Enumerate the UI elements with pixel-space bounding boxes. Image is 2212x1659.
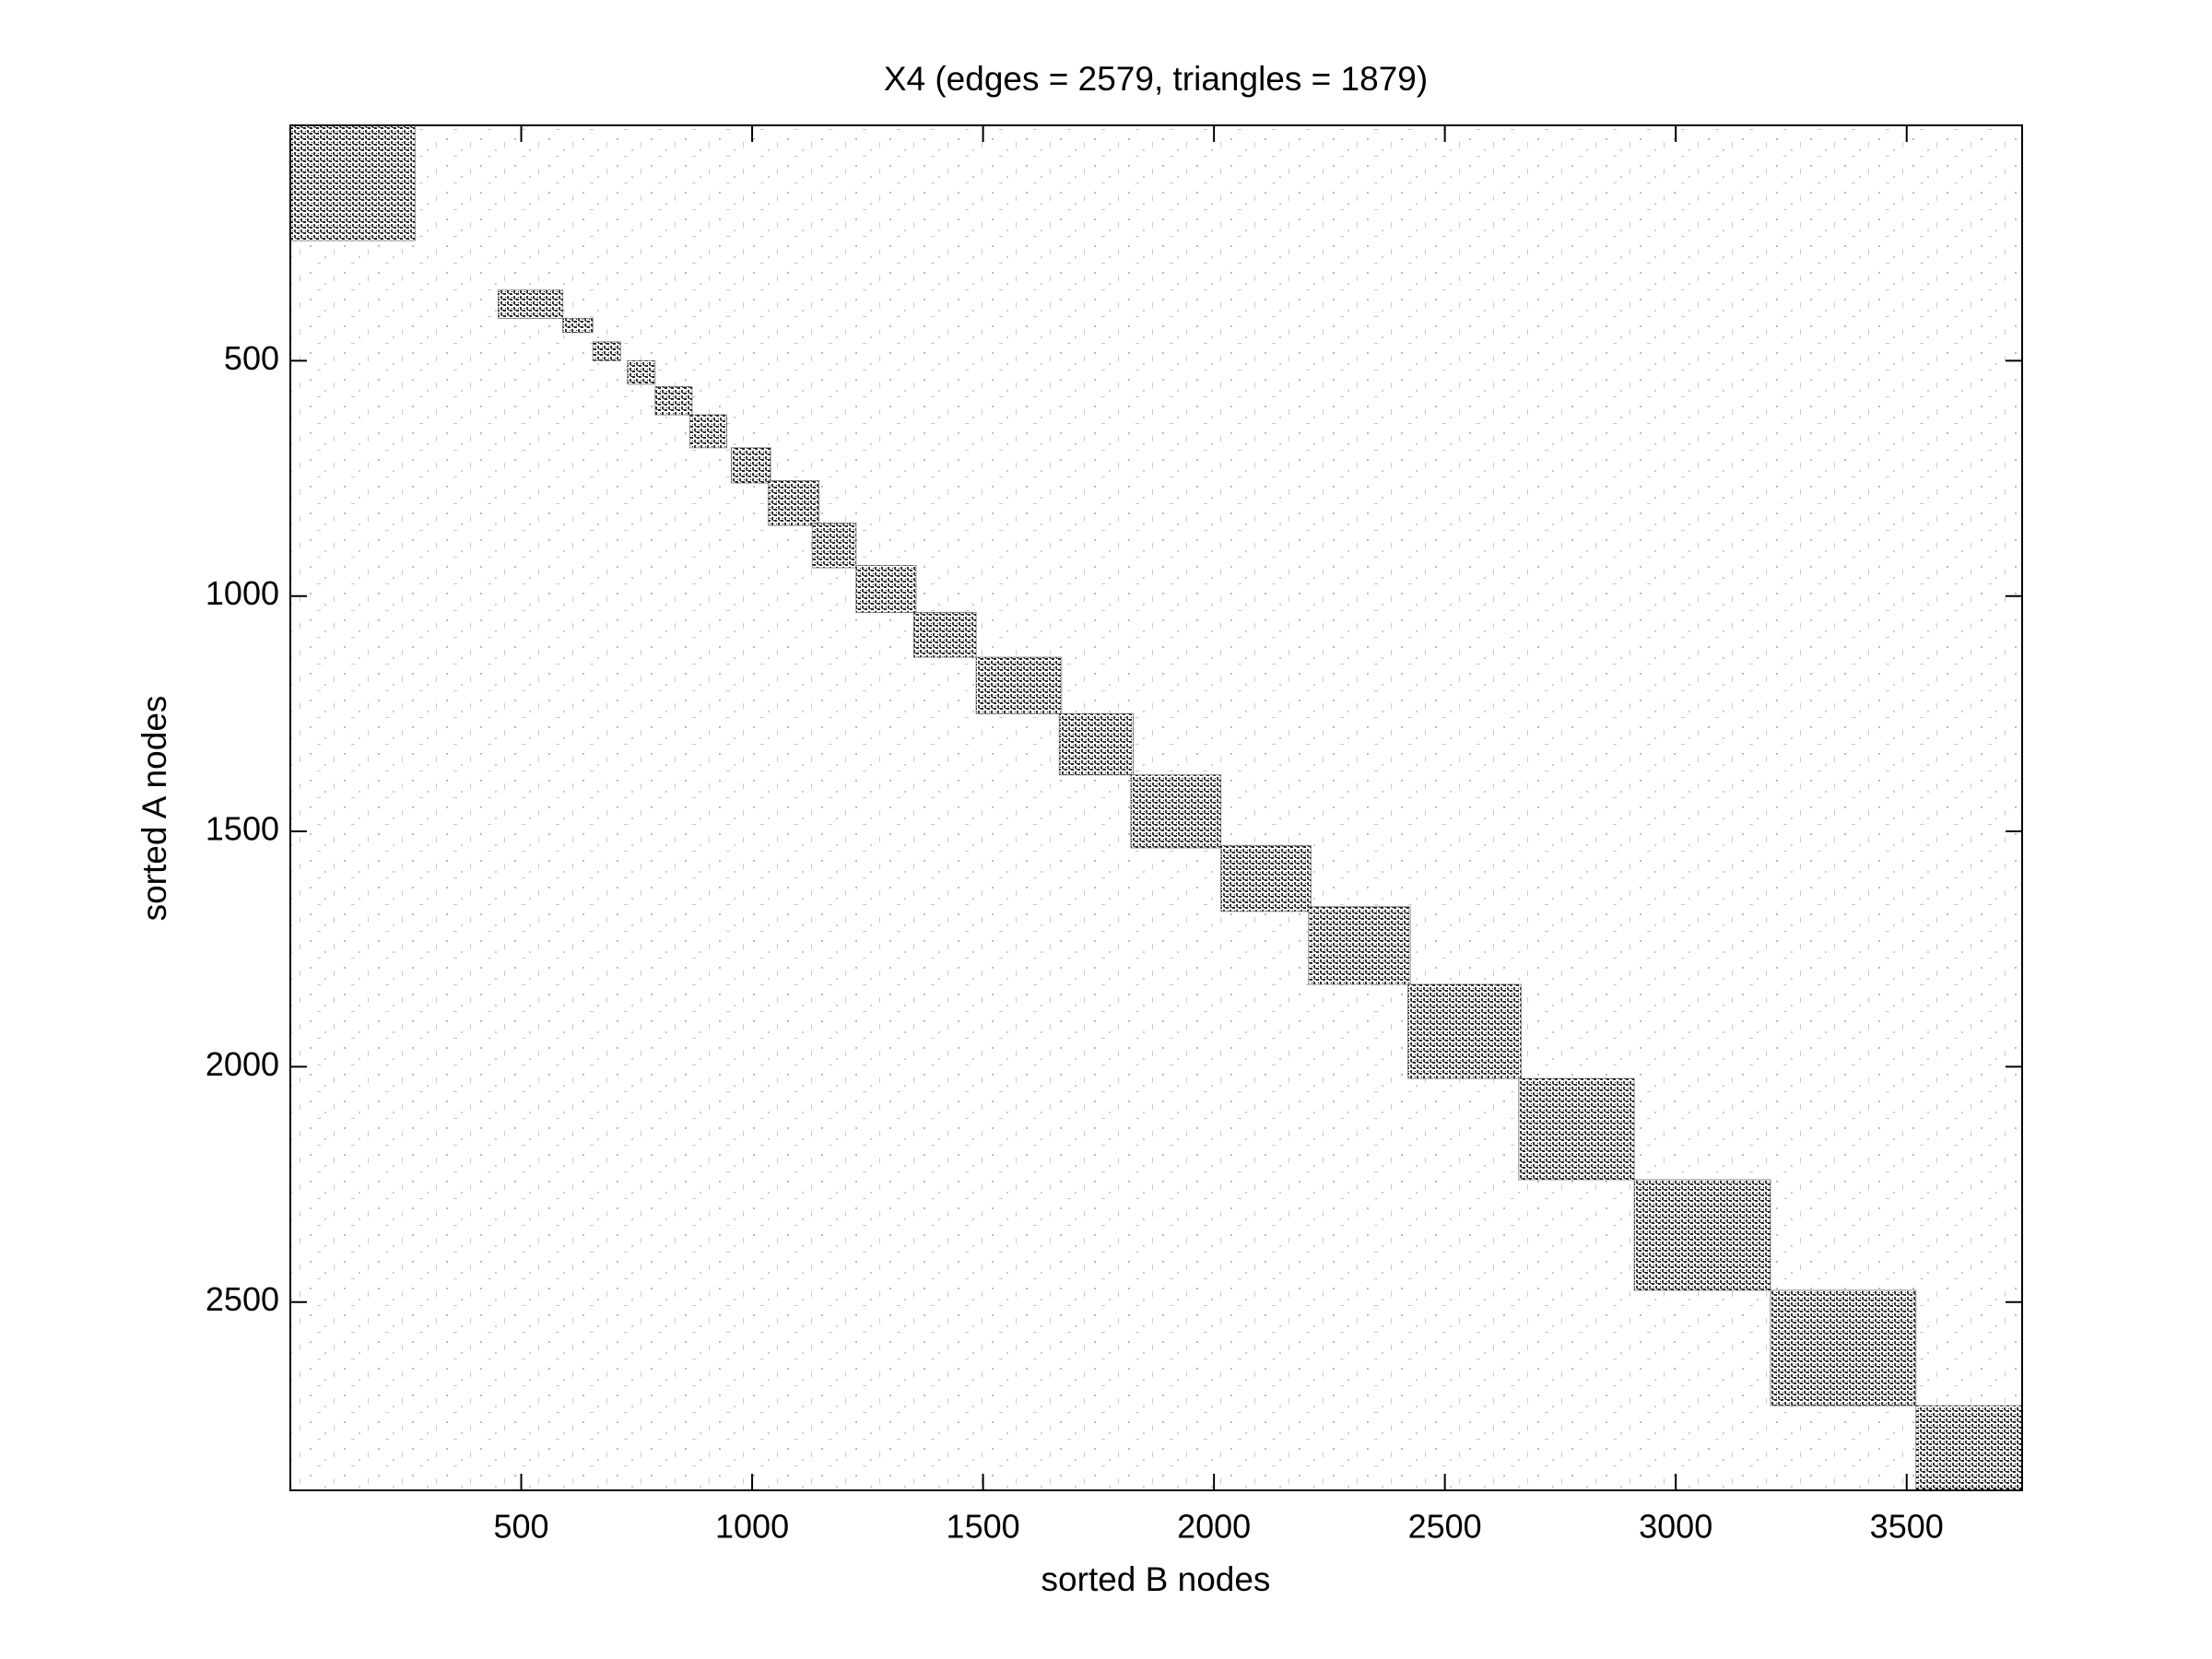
block bbox=[627, 359, 656, 385]
y-tick-label: 2000 bbox=[206, 1045, 279, 1083]
block bbox=[654, 385, 693, 416]
x-tick-label: 1000 bbox=[715, 1508, 789, 1546]
x-tick-label: 2000 bbox=[1177, 1508, 1251, 1546]
block bbox=[1308, 906, 1411, 985]
block bbox=[811, 523, 857, 569]
block bbox=[975, 656, 1063, 714]
y-tick-label: 1000 bbox=[206, 574, 279, 612]
block bbox=[912, 612, 977, 658]
block bbox=[1770, 1289, 1917, 1406]
block bbox=[731, 447, 771, 484]
blocks bbox=[289, 124, 2023, 1491]
plot-frame bbox=[289, 124, 2023, 1491]
x-tick-label: 500 bbox=[493, 1508, 548, 1546]
block bbox=[289, 124, 416, 241]
block bbox=[1058, 712, 1134, 776]
block bbox=[592, 341, 621, 361]
block bbox=[1220, 844, 1312, 912]
chart-title: X4 (edges = 2579, triangles = 1879) bbox=[884, 60, 1428, 98]
block bbox=[1633, 1179, 1771, 1291]
x-tick-label: 2500 bbox=[1408, 1508, 1482, 1546]
x-tick-label: 1500 bbox=[947, 1508, 1020, 1546]
block bbox=[1518, 1077, 1635, 1181]
x-axis-label: sorted B nodes bbox=[1041, 1560, 1271, 1598]
block bbox=[562, 317, 594, 334]
block bbox=[1407, 983, 1522, 1079]
block bbox=[688, 414, 728, 449]
y-tick-label: 500 bbox=[224, 339, 279, 377]
y-tick-label: 2500 bbox=[206, 1280, 279, 1318]
block bbox=[855, 564, 917, 614]
block bbox=[1130, 774, 1222, 849]
x-tick-label: 3500 bbox=[1870, 1508, 1944, 1546]
y-tick-label: 1500 bbox=[206, 810, 279, 848]
block bbox=[768, 480, 820, 526]
y-axis-label: sorted A nodes bbox=[135, 696, 173, 922]
block bbox=[497, 289, 564, 319]
block bbox=[1915, 1405, 2023, 1491]
x-tick-label: 3000 bbox=[1639, 1508, 1712, 1546]
